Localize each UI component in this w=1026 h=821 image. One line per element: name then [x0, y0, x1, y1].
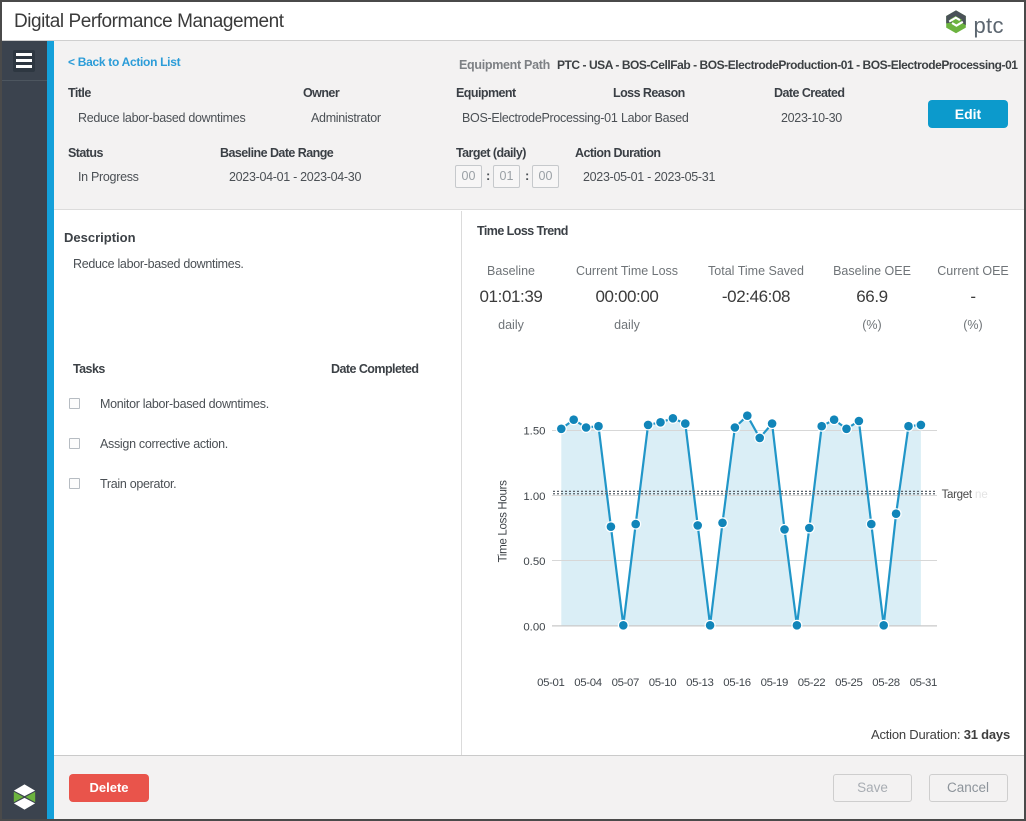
svg-text:0.50: 0.50 — [523, 556, 545, 568]
svg-text:05-13: 05-13 — [686, 677, 713, 689]
svg-text:05-22: 05-22 — [798, 677, 825, 689]
svg-text:05-31: 05-31 — [910, 677, 937, 689]
svg-text:ne: ne — [975, 489, 988, 501]
svg-text:05-28: 05-28 — [872, 677, 899, 689]
svg-text:05-19: 05-19 — [761, 677, 788, 689]
svg-text:Time Loss Hours: Time Loss Hours — [498, 480, 510, 563]
svg-text:05-01: 05-01 — [537, 677, 564, 689]
svg-text:05-07: 05-07 — [612, 677, 639, 689]
svg-text:05-16: 05-16 — [723, 677, 750, 689]
svg-text:05-04: 05-04 — [574, 677, 601, 689]
svg-text:05-25: 05-25 — [835, 677, 862, 689]
svg-text:05-10: 05-10 — [649, 677, 676, 689]
svg-text:Target: Target — [942, 489, 973, 501]
svg-text:ptc: ptc — [974, 13, 1004, 38]
svg-text:1.00: 1.00 — [523, 491, 545, 503]
svg-text:0.00: 0.00 — [523, 622, 545, 634]
svg-text:1.50: 1.50 — [523, 426, 545, 438]
